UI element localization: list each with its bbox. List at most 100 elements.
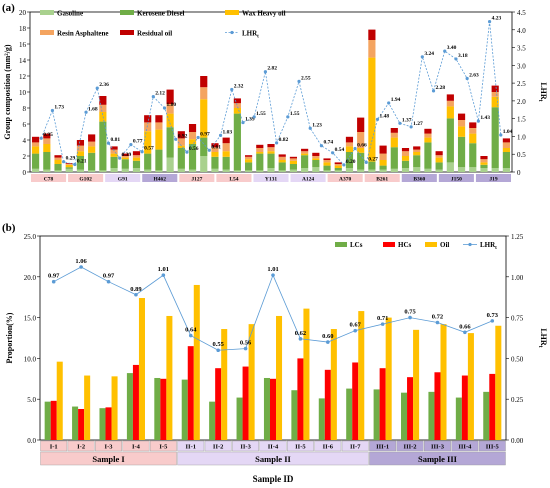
lhr-data-label-b: 0.89 bbox=[130, 286, 142, 293]
lhr-point-b bbox=[243, 346, 248, 351]
lhr-data-label-a: 2.32 bbox=[234, 84, 244, 90]
category-band-b bbox=[204, 440, 232, 452]
lhr-point-a bbox=[409, 125, 413, 129]
bar-kerosene bbox=[188, 144, 197, 170]
bar-resin bbox=[188, 132, 197, 140]
lhr-point-a bbox=[342, 163, 346, 167]
lhr-point-b bbox=[380, 322, 385, 326]
bar-residual bbox=[278, 154, 286, 157]
bar-residual bbox=[166, 89, 174, 104]
lhr-data-label-a: 3.40 bbox=[447, 45, 457, 51]
bar-kerosene bbox=[446, 118, 454, 163]
y-tick-label-b: 15.0 bbox=[24, 315, 37, 323]
group-band-a bbox=[105, 174, 141, 182]
group-label-a: H462 bbox=[154, 177, 167, 183]
bar-kerosene bbox=[401, 160, 410, 168]
panel-b-label: (b) bbox=[2, 222, 16, 234]
lhr-point-a bbox=[230, 87, 234, 92]
bar-kerosene bbox=[390, 147, 398, 169]
bar-oil bbox=[221, 329, 228, 440]
bar-resin bbox=[502, 142, 510, 148]
lhr-data-label-a: 2.82 bbox=[267, 66, 277, 72]
bar-wax bbox=[65, 164, 73, 168]
bar-gasoline bbox=[480, 168, 488, 172]
bar-kerosene bbox=[88, 152, 96, 171]
bar-lcs bbox=[263, 377, 270, 440]
bar-kerosene bbox=[99, 121, 107, 171]
bar-kerosene bbox=[357, 152, 365, 170]
lhr-point-a bbox=[431, 89, 436, 93]
bar-gasoline bbox=[32, 168, 40, 172]
bar-gasoline bbox=[379, 169, 387, 172]
group-band-a bbox=[290, 174, 326, 182]
lhr-data-label-a: 1.23 bbox=[312, 122, 322, 128]
bar-gasoline bbox=[256, 170, 264, 172]
y-tick-label-a: 4 bbox=[23, 137, 27, 145]
y-axis-label-b: Proportion(%) bbox=[5, 312, 14, 363]
bar-resin bbox=[121, 156, 129, 158]
group-label-a: L54 bbox=[229, 177, 238, 183]
bar-hcs bbox=[489, 373, 496, 440]
y-tick-label-a: 14 bbox=[19, 57, 27, 65]
bar-wax bbox=[301, 153, 309, 156]
bar-kerosene bbox=[211, 156, 219, 169]
legend-lhr-label-b: LHRt bbox=[480, 241, 497, 251]
y-tick-label-a: 16 bbox=[19, 41, 27, 49]
group-band-b bbox=[177, 451, 369, 466]
bar-residual bbox=[312, 152, 320, 156]
bar-residual bbox=[413, 146, 421, 150]
lhr-point-a bbox=[308, 126, 312, 130]
bar-residual bbox=[110, 146, 118, 150]
bar-residual bbox=[211, 143, 219, 148]
bar-residual bbox=[32, 136, 40, 143]
lhr-point-a bbox=[151, 95, 155, 99]
bar-resin bbox=[435, 155, 443, 158]
lhr-point-a bbox=[364, 160, 368, 164]
bar-resin bbox=[32, 142, 40, 147]
bar-residual bbox=[379, 145, 387, 154]
bar-residual bbox=[188, 124, 197, 132]
lhr-data-label-a: 2.12 bbox=[155, 91, 165, 97]
bar-hcs bbox=[461, 375, 468, 440]
lhr-point-b bbox=[79, 265, 83, 269]
bar-gasoline bbox=[166, 157, 174, 172]
bar-residual bbox=[401, 148, 410, 152]
bar-residual bbox=[345, 136, 354, 143]
bar-lcs bbox=[401, 392, 408, 440]
bar-kerosene bbox=[469, 143, 477, 168]
bar-kerosene bbox=[368, 161, 376, 170]
lhr-data-label-b: 0.71 bbox=[377, 315, 388, 322]
lhr-data-label-a: 1.55 bbox=[256, 111, 266, 117]
legend-label-wax: Wax Heavy oil bbox=[242, 10, 286, 18]
bar-lcs bbox=[72, 406, 79, 440]
y-tick-label-a: 12 bbox=[19, 73, 27, 81]
panel-a-label: (a) bbox=[2, 2, 15, 14]
bar-oil bbox=[56, 361, 63, 440]
lhr-point-a bbox=[353, 146, 357, 151]
y-tick-label-a: 8 bbox=[23, 105, 27, 113]
lhr-data-label-a: 3.24 bbox=[424, 51, 434, 57]
lhr-point-b bbox=[463, 330, 467, 335]
bar-gasoline bbox=[345, 168, 354, 172]
bar-hcs bbox=[160, 378, 167, 440]
group-label-a: C78 bbox=[44, 177, 54, 183]
bar-wax bbox=[110, 153, 118, 157]
lhr-line-a bbox=[40, 21, 502, 166]
lhr-data-label-a: 1.55 bbox=[290, 111, 300, 117]
bar-resin bbox=[211, 147, 219, 152]
bar-resin bbox=[65, 164, 73, 165]
lhr-data-label-a: 0.74 bbox=[323, 140, 333, 146]
bar-resin bbox=[233, 103, 241, 108]
lhr-data-label-b: 0.67 bbox=[350, 322, 362, 329]
bar-kerosene bbox=[323, 165, 331, 171]
lhr-point-a bbox=[196, 135, 200, 140]
y-tick-label-b: 10.0 bbox=[24, 355, 37, 363]
legend-swatch-oil bbox=[425, 242, 437, 247]
bar-lcs bbox=[483, 391, 490, 440]
lhr-data-label-a: 1.48 bbox=[379, 113, 389, 119]
bar-gasoline bbox=[289, 169, 298, 172]
legend-swatch-lcs bbox=[335, 242, 347, 247]
bar-lcs bbox=[373, 389, 380, 440]
bar-wax bbox=[469, 133, 477, 144]
lhr-data-label-b: 1.06 bbox=[75, 258, 87, 265]
